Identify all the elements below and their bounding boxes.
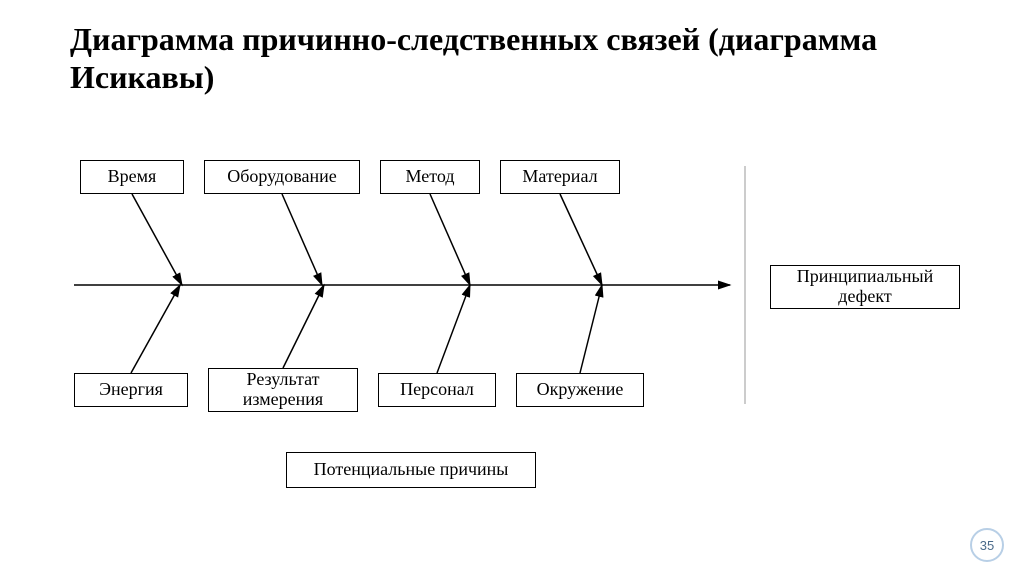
- page-number-badge: 35: [970, 528, 1004, 562]
- effect-box: Принципиальный дефект: [770, 265, 960, 309]
- slide: { "title": "Диаграмма причинно-следствен…: [0, 0, 1024, 576]
- bottom-cause-box-2: Персонал: [378, 373, 496, 407]
- top-cause-box-2: Метод: [380, 160, 480, 194]
- page-number: 35: [980, 538, 994, 553]
- bottom-branch-2: [437, 285, 470, 373]
- top-branch-3: [560, 194, 602, 285]
- top-branch-2: [430, 194, 470, 285]
- bottom-branch-1: [283, 285, 324, 368]
- legend-box: Потенциальные причины: [286, 452, 536, 488]
- top-cause-box-3: Материал: [500, 160, 620, 194]
- top-branch-1: [282, 194, 322, 285]
- top-cause-box-1: Оборудование: [204, 160, 360, 194]
- bottom-cause-box-1: Результат измерения: [208, 368, 358, 412]
- slide-title: Диаграмма причинно-следственных связей (…: [70, 20, 940, 97]
- bottom-cause-box-3: Окружение: [516, 373, 644, 407]
- bottom-cause-box-0: Энергия: [74, 373, 188, 407]
- top-cause-box-0: Время: [80, 160, 184, 194]
- bottom-branch-3: [580, 285, 602, 373]
- bottom-branch-0: [131, 285, 180, 373]
- top-branch-0: [132, 194, 182, 285]
